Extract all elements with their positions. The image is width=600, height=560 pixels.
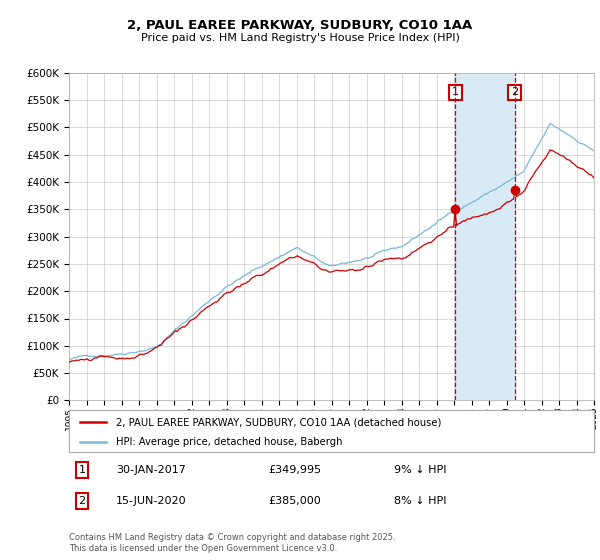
Text: 15-JUN-2020: 15-JUN-2020 <box>116 496 187 506</box>
Text: £349,995: £349,995 <box>269 465 322 475</box>
Text: 8% ↓ HPI: 8% ↓ HPI <box>395 496 447 506</box>
Text: 2: 2 <box>511 87 518 97</box>
Text: 1: 1 <box>452 87 459 97</box>
Text: Price paid vs. HM Land Registry's House Price Index (HPI): Price paid vs. HM Land Registry's House … <box>140 33 460 43</box>
Text: 1: 1 <box>79 465 86 475</box>
Text: 2, PAUL EAREE PARKWAY, SUDBURY, CO10 1AA: 2, PAUL EAREE PARKWAY, SUDBURY, CO10 1AA <box>127 18 473 32</box>
Text: 2, PAUL EAREE PARKWAY, SUDBURY, CO10 1AA (detached house): 2, PAUL EAREE PARKWAY, SUDBURY, CO10 1AA… <box>116 417 442 427</box>
Text: HPI: Average price, detached house, Babergh: HPI: Average price, detached house, Babe… <box>116 437 343 447</box>
Text: 2: 2 <box>79 496 86 506</box>
Bar <box>455 73 515 400</box>
Text: £385,000: £385,000 <box>269 496 321 506</box>
Text: Contains HM Land Registry data © Crown copyright and database right 2025.
This d: Contains HM Land Registry data © Crown c… <box>69 533 395 553</box>
Text: 30-JAN-2017: 30-JAN-2017 <box>116 465 186 475</box>
Text: 9% ↓ HPI: 9% ↓ HPI <box>395 465 447 475</box>
